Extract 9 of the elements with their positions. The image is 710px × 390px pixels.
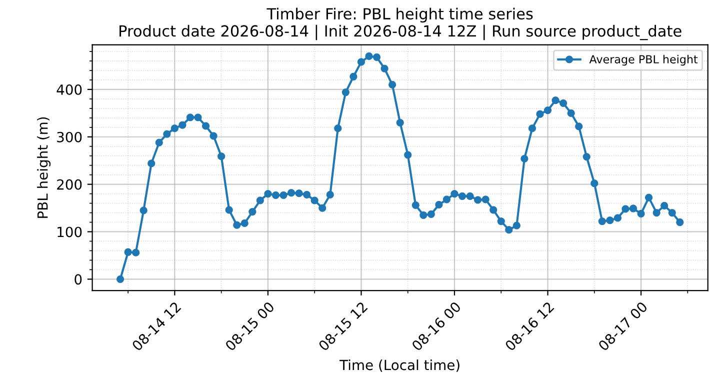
y-tick-label: 300 xyxy=(57,132,82,142)
y-tick-label: 100 xyxy=(58,226,82,238)
legend-label: Average PBL height xyxy=(589,54,698,66)
chart-title: Timber Fire: PBL height time series Product date 2026-08-14 | Init 2026-08-14 12Z | Run source product_date xyxy=(120,8,682,40)
y-tick-label: 0 xyxy=(74,274,82,285)
y-tick-label: 200 xyxy=(57,179,82,190)
y-tick-label: 400 xyxy=(56,84,82,95)
y-axis-title: PBL height (m) xyxy=(37,117,51,218)
x-axis-title: Time (Local time) xyxy=(340,359,460,372)
